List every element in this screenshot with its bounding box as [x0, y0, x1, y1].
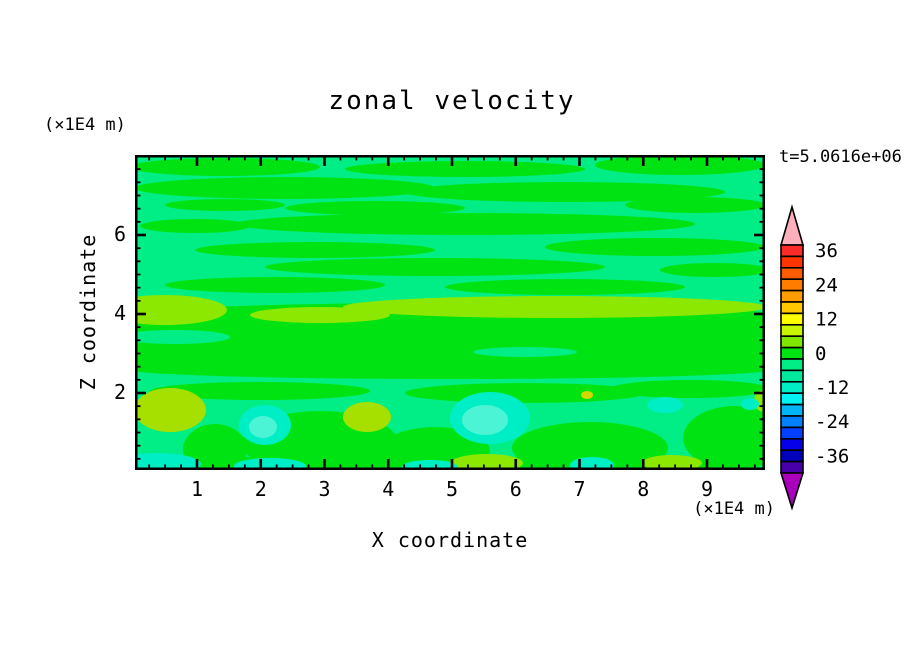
colorbar-tick-label: 24 — [815, 274, 838, 296]
colorbar-under-arrow — [779, 472, 805, 511]
colorbar-segment — [780, 289, 804, 303]
colorbar-segment — [780, 278, 804, 292]
x-tick-label: 8 — [637, 477, 650, 501]
colorbar-segment — [780, 346, 804, 360]
contour-region — [343, 402, 391, 432]
contour-region — [610, 380, 765, 398]
contour-region — [249, 416, 277, 438]
colorbar-tick-label: 0 — [815, 343, 826, 365]
x-tick-label: 2 — [254, 477, 267, 501]
x-tick-label: 3 — [318, 477, 331, 501]
colorbar-segment — [780, 438, 804, 452]
colorbar-over-arrow — [779, 204, 805, 246]
contour-region — [545, 238, 765, 256]
contour-region — [570, 457, 614, 470]
colorbar-segment — [780, 415, 804, 429]
contour-region — [140, 219, 250, 233]
colorbar-tick-label: 36 — [815, 240, 838, 262]
colorbar-segment — [780, 381, 804, 395]
colorbar-segment — [780, 335, 804, 349]
z-axis-unit-label: (×1E4 m) — [44, 115, 126, 135]
x-axis-unit-label: (×1E4 m) — [693, 499, 775, 519]
colorbar-tick-label: 12 — [815, 309, 838, 331]
x-tick-label: 7 — [573, 477, 586, 501]
contour-region — [405, 182, 725, 202]
contour-plot-area — [135, 155, 765, 470]
time-annotation: t=5.0616e+06 — [779, 147, 902, 167]
colorbar-tick-label: -24 — [815, 411, 849, 433]
contour-region — [235, 213, 695, 235]
plot-frame — [135, 155, 765, 470]
colorbar-tick-label: -36 — [815, 445, 849, 467]
contour-region — [683, 406, 765, 470]
contour-region — [642, 455, 702, 470]
contour-region — [343, 296, 765, 318]
contour-region — [445, 279, 685, 295]
contour-region — [195, 242, 435, 258]
contour-region — [285, 201, 465, 215]
contour-region — [135, 158, 320, 176]
contour-region — [234, 458, 306, 470]
colorbar-segment — [780, 324, 804, 338]
colorbar-segment — [780, 392, 804, 406]
colorbar-segment — [780, 460, 804, 474]
colorbar-segment — [780, 358, 804, 372]
colorbar-segment — [780, 449, 804, 463]
contour-region — [150, 382, 370, 400]
x-tick-label: 9 — [700, 477, 714, 501]
z-tick-label: 4 — [113, 301, 126, 325]
contour-region — [250, 307, 390, 323]
contour-region — [405, 383, 645, 403]
contour-region — [741, 398, 759, 410]
contour-region — [660, 263, 765, 277]
contour-region — [135, 388, 206, 432]
x-tick-label: 4 — [382, 477, 395, 501]
contour-region — [462, 405, 508, 435]
contour-region — [265, 258, 605, 276]
contour-region — [135, 295, 227, 325]
colorbar-segment — [780, 244, 804, 258]
contour-region — [625, 197, 765, 213]
colorbar: 36 24 12 0 -12 -24 -36 — [779, 204, 849, 511]
x-tick-label: 5 — [445, 477, 459, 501]
contour-region — [135, 330, 230, 344]
colorbar-segment — [780, 426, 804, 440]
z-tick-label: 6 — [113, 222, 126, 246]
colorbar-segment — [780, 267, 804, 281]
contour-region — [135, 359, 765, 379]
contour-region — [451, 454, 523, 470]
contour-region — [135, 453, 201, 470]
colorbar-segment — [780, 301, 804, 315]
colorbar-tick-label: -12 — [815, 377, 849, 399]
colorbar-segment — [780, 369, 804, 383]
x-tick-label: 1 — [190, 477, 204, 501]
contour-region — [165, 199, 285, 211]
contour-region — [135, 177, 435, 199]
colorbar-segment — [780, 403, 804, 417]
colorbar-segment — [780, 255, 804, 269]
contour-region — [473, 347, 577, 357]
colorbar-segment — [780, 312, 804, 326]
x-tick-label: 6 — [509, 477, 522, 501]
x-axis-title: X coordinate — [371, 528, 529, 552]
contour-region — [647, 397, 683, 413]
contour-region — [345, 161, 585, 177]
chart-title: zonal velocity — [328, 86, 576, 116]
z-tick-label: 2 — [113, 380, 126, 404]
z-axis-title: Z coordinate — [76, 233, 100, 391]
contour-region — [165, 277, 385, 293]
contour-region — [581, 391, 593, 399]
